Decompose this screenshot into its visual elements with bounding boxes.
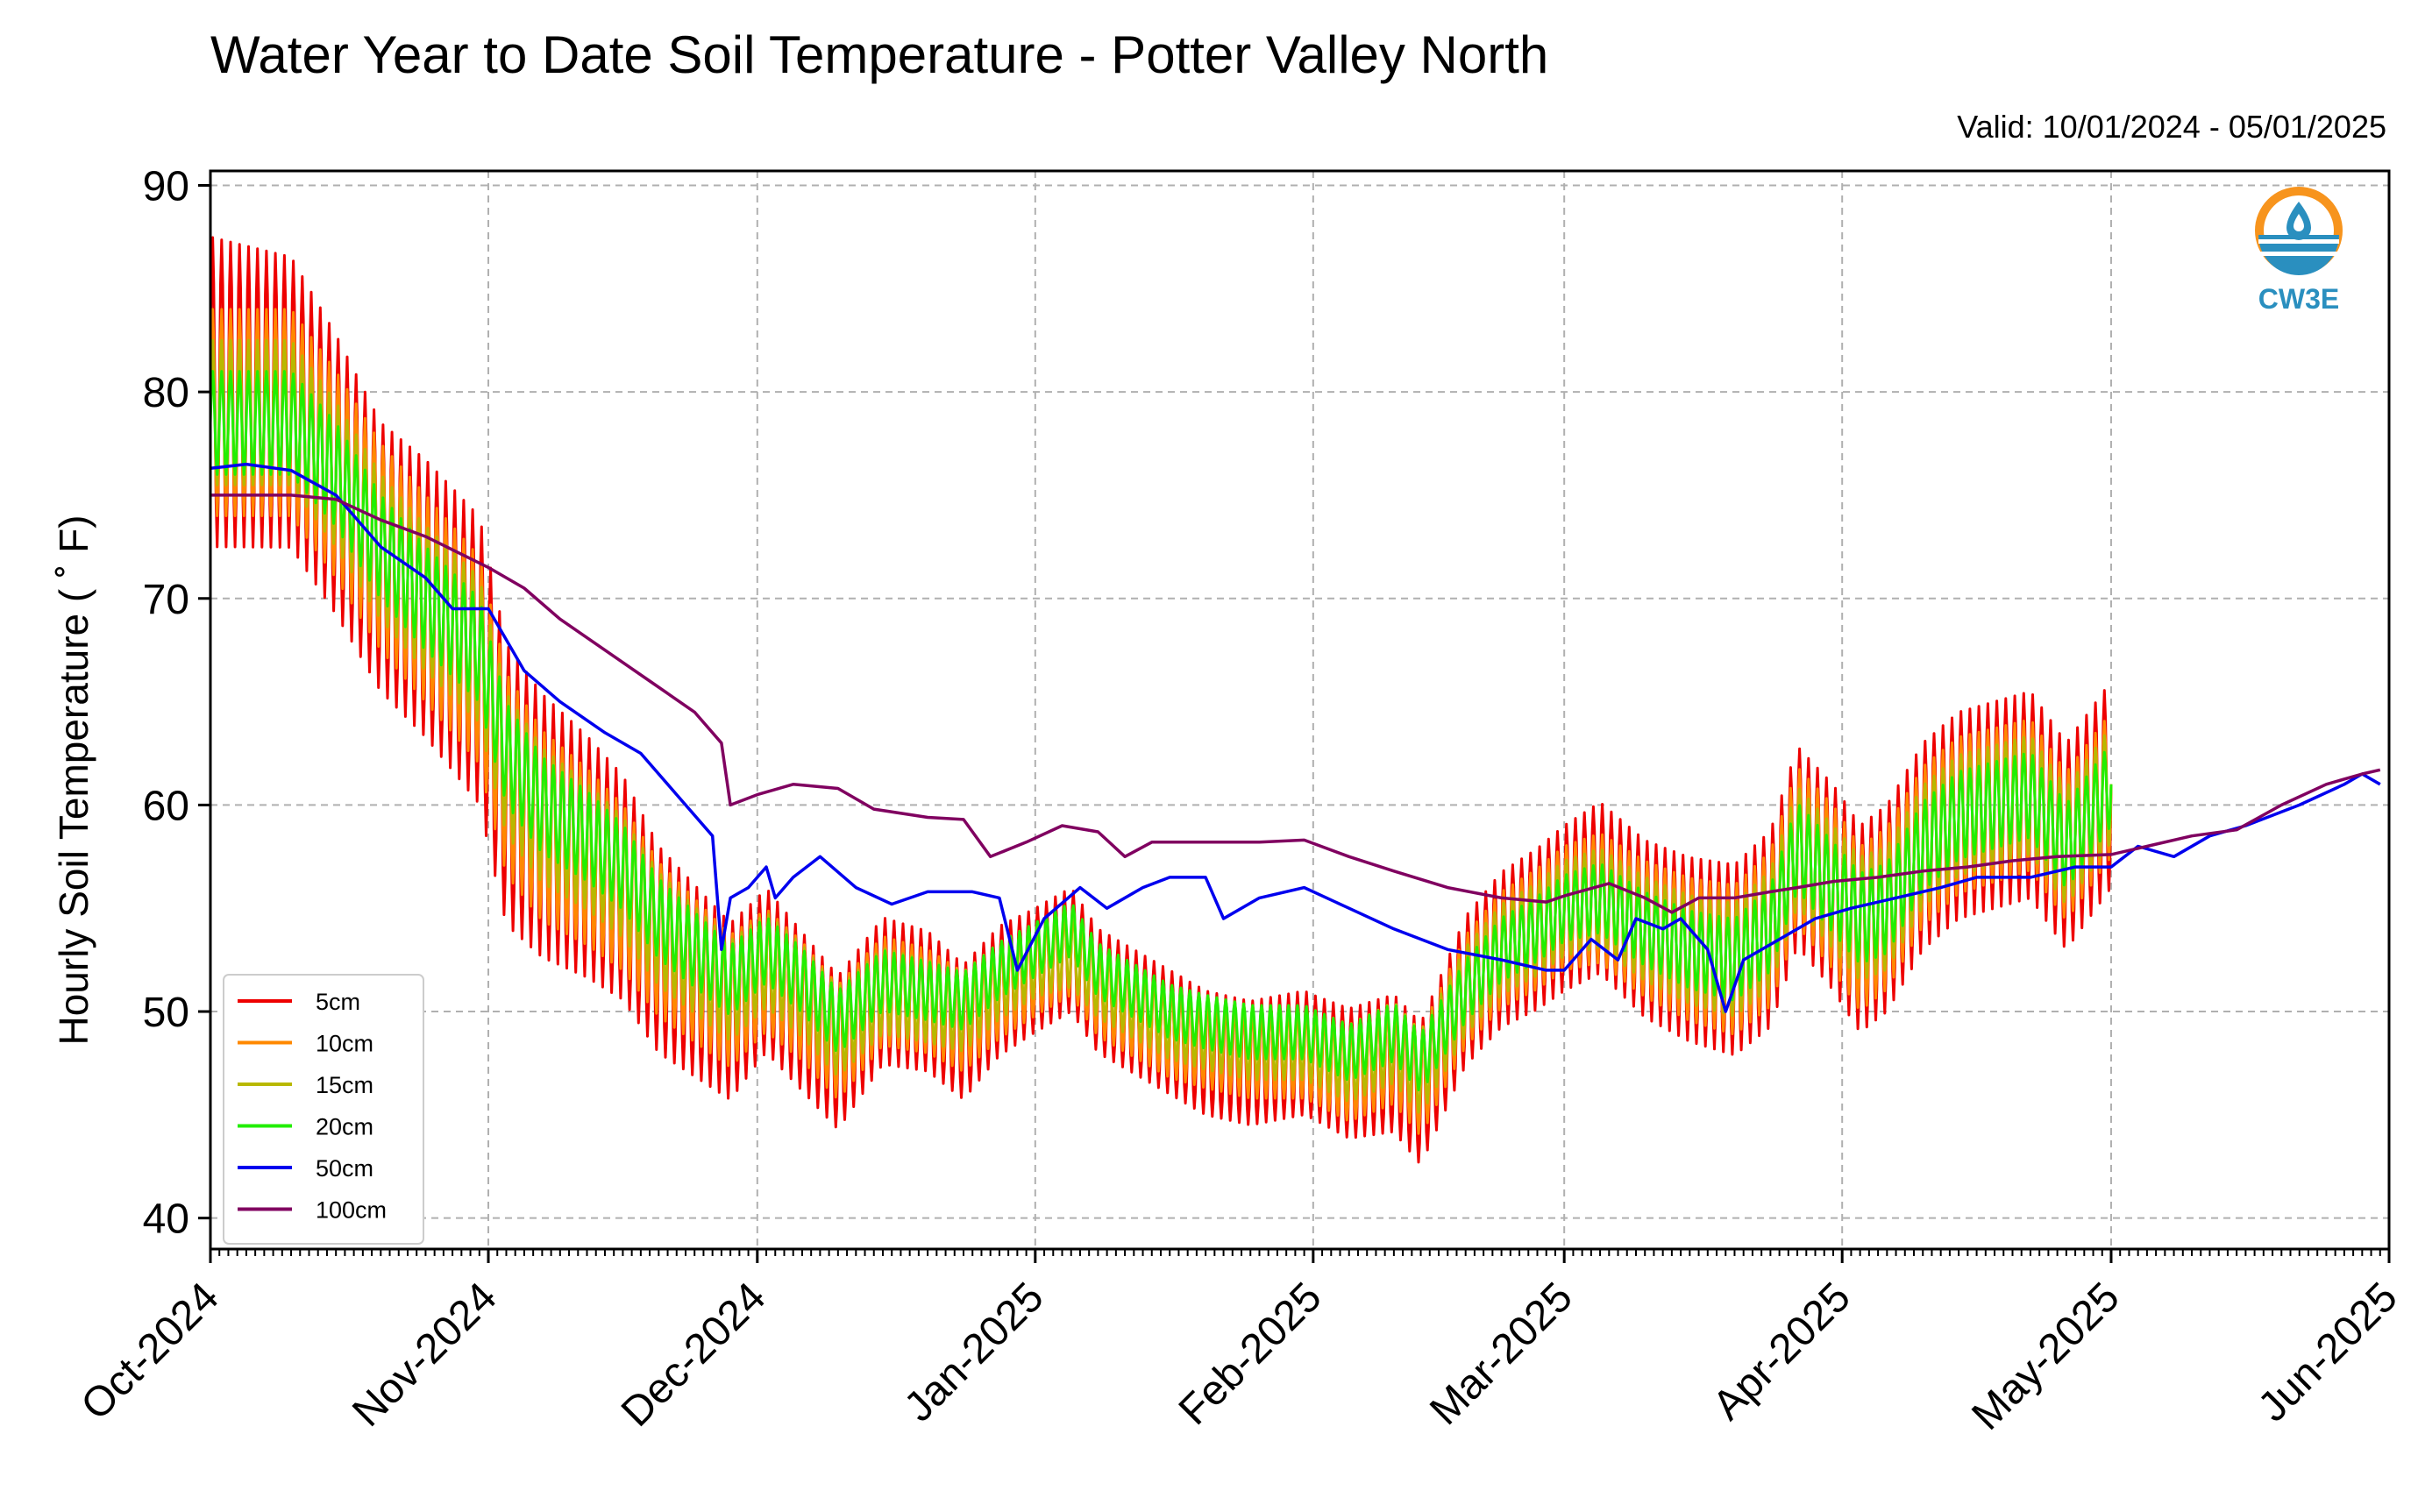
- x-tick-label: Nov-2024: [344, 1274, 506, 1436]
- series-line-50cm: [210, 462, 2381, 1013]
- cw3e-logo-text: CW3E: [2258, 283, 2339, 315]
- x-tick-label: Jan-2025: [896, 1274, 1053, 1430]
- series-line-20cm: [209, 370, 2113, 1092]
- x-tick-label: Apr-2025: [1704, 1274, 1860, 1429]
- y-tick-label: 40: [143, 1196, 189, 1243]
- x-tick-label: Jun-2025: [2250, 1274, 2407, 1430]
- x-tick-label: May-2025: [1963, 1274, 2128, 1438]
- legend-label-50cm: 50cm: [316, 1155, 373, 1182]
- x-tick-label: Oct-2024: [73, 1274, 228, 1429]
- legend-label-5cm: 5cm: [316, 989, 360, 1015]
- x-tick-label: Mar-2025: [1421, 1274, 1582, 1434]
- chart-subtitle: Valid: 10/01/2024 - 05/01/2025: [1957, 109, 2386, 145]
- cw3e-logo: CW3E: [2255, 187, 2343, 315]
- y-tick-label: 90: [143, 163, 189, 209]
- x-axis-ticks: Oct-2024 Nov-2024 Dec-2024 Jan-2025 Feb-2025…: [73, 1249, 2407, 1439]
- y-tick-label: 70: [143, 577, 189, 623]
- minor-ticks: [210, 1249, 2390, 1256]
- legend: 5cm 10cm 15cm 20cm 50cm 100cm: [223, 974, 424, 1245]
- cw3e-logo-icon: [2255, 187, 2343, 275]
- legend-label-10cm: 10cm: [316, 1031, 373, 1057]
- y-tick-label: 50: [143, 990, 189, 1036]
- legend-label-100cm: 100cm: [316, 1197, 387, 1224]
- data-series: [209, 236, 2381, 1164]
- series-line-100cm: [210, 493, 2381, 914]
- x-tick-label: Dec-2024: [613, 1274, 775, 1436]
- y-axis-ticks: 40 50 60 70 80 90: [143, 163, 210, 1243]
- y-axis-label: Hourly Soil Temperature ( ˚ F): [51, 515, 96, 1046]
- legend-items: 5cm 10cm 15cm 20cm 50cm 100cm: [238, 989, 387, 1224]
- x-tick-label: Feb-2025: [1170, 1274, 1331, 1434]
- y-tick-label: 60: [143, 783, 189, 829]
- plot-frame: [209, 169, 2391, 1251]
- y-tick-label: 80: [143, 370, 189, 416]
- legend-label-15cm: 15cm: [316, 1072, 373, 1098]
- legend-label-20cm: 20cm: [316, 1114, 373, 1140]
- chart-title: Water Year to Date Soil Temperature - Po…: [210, 25, 1549, 84]
